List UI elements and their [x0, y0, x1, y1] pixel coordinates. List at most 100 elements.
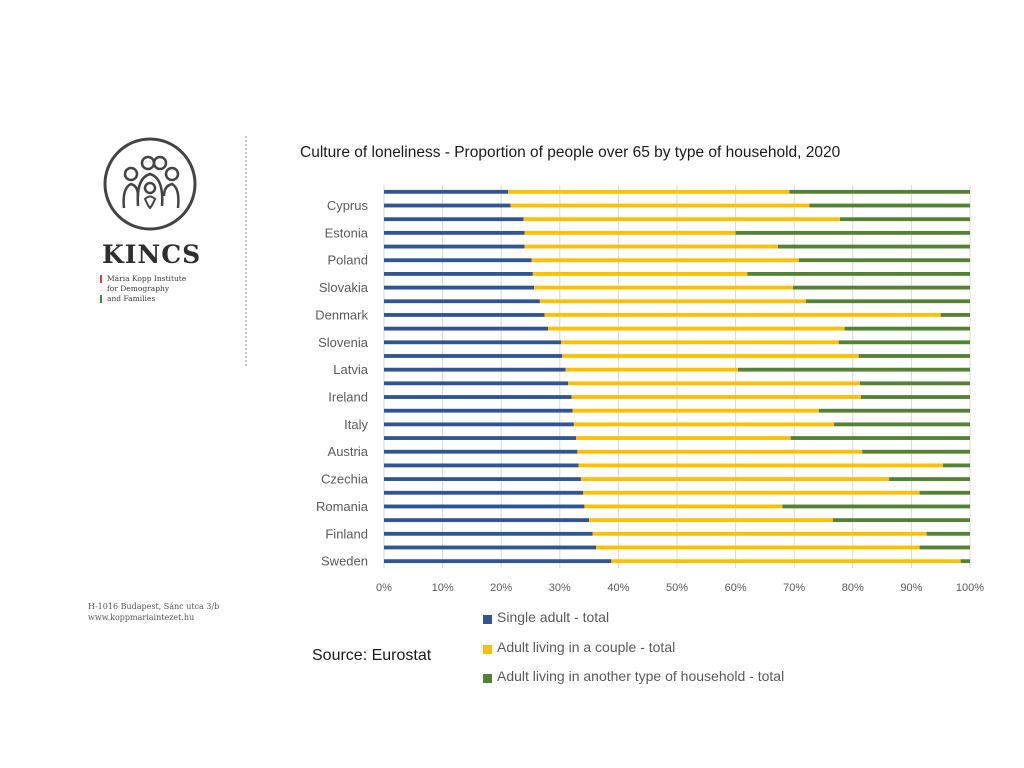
bar-segment	[524, 230, 736, 235]
bar-segment	[384, 436, 577, 440]
bar-segment	[583, 490, 920, 495]
bar-segment	[384, 504, 585, 509]
brand-subtitle: Mária Kopp Institute for Demography and …	[100, 274, 210, 304]
bar-segment	[532, 271, 748, 276]
bar-segment	[782, 504, 970, 509]
bar-segment	[578, 463, 944, 468]
red-tick-icon	[100, 275, 102, 283]
legend-item: Single adult - total	[483, 609, 784, 639]
green-tick-icon	[100, 295, 102, 303]
bar-segment	[384, 354, 563, 358]
bar-segment	[384, 230, 525, 235]
bar-segment	[832, 518, 970, 523]
bar-segment	[960, 559, 970, 564]
family-circle-logo-icon	[103, 137, 197, 231]
bar-segment	[572, 408, 819, 413]
category-label: Italy	[344, 417, 368, 432]
bar-segment	[859, 381, 970, 386]
bar-segment	[384, 518, 590, 523]
x-tick-label: 30%	[549, 582, 571, 594]
category-label: Finland	[325, 526, 368, 541]
bar-segment	[940, 313, 970, 317]
bar-segment	[384, 367, 566, 372]
bar-segment	[548, 326, 845, 331]
category-label: Estonia	[325, 225, 369, 240]
bar-segment	[568, 381, 860, 386]
category-label: Austria	[328, 444, 369, 459]
bar-segment	[919, 545, 970, 550]
chart-legend: Single adult - total Adult living in a c…	[483, 609, 784, 698]
bar-segment	[384, 381, 569, 386]
bar-segment	[539, 299, 806, 304]
category-label: Romania	[316, 499, 369, 514]
dotted-divider	[245, 136, 247, 366]
bar-segment	[838, 340, 970, 345]
bar-segment	[839, 217, 970, 222]
category-label: Slovenia	[318, 335, 369, 350]
bar-segment	[384, 463, 579, 468]
bar-segment	[384, 449, 578, 454]
bar-segment	[565, 367, 738, 372]
bar-segment	[384, 189, 509, 194]
bar-segment	[384, 313, 545, 317]
bar-segment	[889, 477, 970, 482]
bar-segment	[735, 230, 970, 235]
bar-segment	[834, 422, 970, 427]
x-tick-label: 70%	[783, 582, 805, 594]
bar-segment	[805, 299, 970, 304]
bar-segment	[861, 395, 970, 399]
category-label: Slovakia	[319, 280, 369, 295]
bar-segment	[384, 340, 561, 345]
bar-segment	[544, 313, 941, 317]
bar-segment	[384, 217, 524, 222]
category-label: Ireland	[328, 390, 368, 405]
bar-segment	[508, 189, 790, 194]
legend-item: Adult living in another type of househol…	[483, 668, 784, 698]
x-tick-label: 0%	[376, 582, 392, 594]
x-tick-label: 100%	[956, 582, 984, 594]
bar-segment	[384, 559, 612, 564]
bar-segment	[611, 559, 961, 564]
bar-segment	[737, 367, 970, 372]
bar-segment	[584, 504, 783, 509]
bar-segment	[562, 354, 859, 358]
brand-line: and Families	[100, 294, 210, 304]
bar-segment	[858, 354, 970, 358]
legend-item: Adult living in a couple - total	[483, 639, 784, 669]
bar-segment	[573, 422, 835, 427]
bar-segment	[747, 271, 970, 276]
category-label: Poland	[328, 253, 368, 268]
bar-segment	[384, 203, 511, 208]
category-label: Denmark	[315, 307, 368, 322]
x-tick-label: 10%	[432, 582, 454, 594]
bar-segment	[790, 436, 970, 440]
bar-segment	[560, 340, 839, 345]
bar-segment	[510, 203, 810, 208]
x-tick-label: 50%	[666, 582, 688, 594]
x-tick-label: 40%	[607, 582, 629, 594]
bar-segment	[777, 244, 970, 249]
bar-segment	[576, 436, 791, 440]
legend-swatch	[483, 615, 492, 624]
bar-segment	[809, 203, 970, 208]
website-line: www.koppmariaintezet.hu	[88, 613, 195, 622]
bar-segment	[534, 285, 794, 290]
bar-segment	[384, 271, 533, 276]
brand-line: for Demography	[107, 284, 170, 293]
bar-segment	[523, 217, 840, 222]
bar-segment	[384, 422, 574, 427]
bar-segment	[798, 258, 970, 263]
bar-segment	[596, 545, 920, 550]
bar-segment	[844, 326, 970, 331]
bar-segment	[384, 395, 572, 399]
legend-swatch	[483, 674, 492, 683]
x-tick-label: 80%	[842, 582, 864, 594]
x-tick-label: 60%	[725, 582, 747, 594]
bar-segment	[384, 258, 532, 263]
bar-segment	[592, 531, 927, 536]
bar-segment	[524, 244, 778, 249]
category-label: Cyprus	[327, 198, 369, 213]
brand-name: KINCS	[102, 240, 202, 269]
brand-line: Mária Kopp Institute	[100, 274, 210, 284]
bar-segment	[384, 545, 597, 550]
